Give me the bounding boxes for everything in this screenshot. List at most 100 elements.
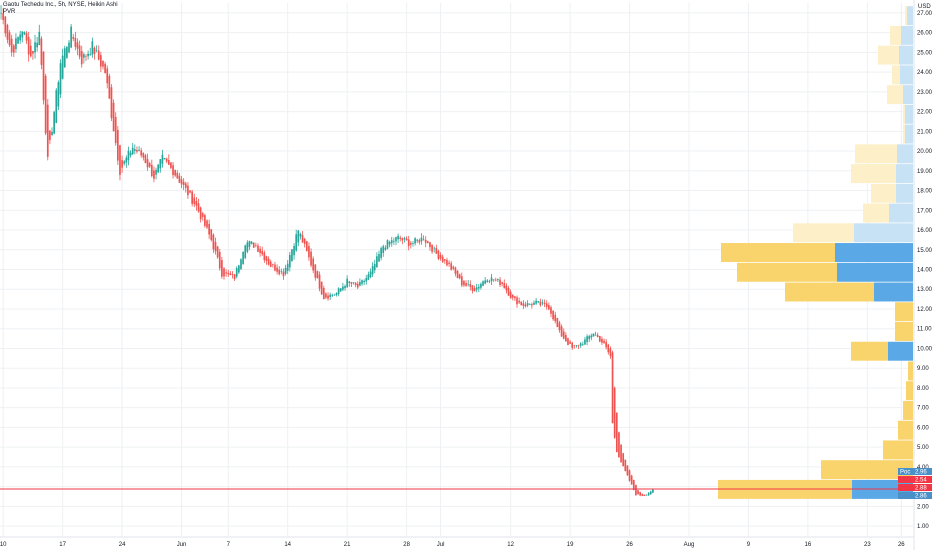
candle-body [412,243,414,244]
candle-body [91,41,94,55]
candle-body [586,336,588,342]
volume-profile-down-bar [878,45,899,65]
candle-body [32,50,34,54]
candle-body [280,271,283,272]
volume-profile-down-bar [737,262,837,282]
candle-body [350,282,353,284]
candle-body [314,264,317,278]
y-tick-label: 9.00 [917,366,929,372]
candle-body [295,234,298,251]
candle-body [15,38,17,50]
candle-body [112,102,115,132]
candle-body [562,331,565,339]
candle-body [361,280,363,284]
candle-body [441,256,444,262]
candle-body [494,279,497,281]
candle-body [371,266,374,275]
candle-body [369,271,372,278]
y-tick-label: 4.00 [917,465,929,471]
candle-body [594,334,597,336]
candle-body [509,291,512,299]
candle-body [637,490,639,495]
candle-body [497,279,499,281]
candle-body [312,258,315,271]
candle-body [208,223,210,235]
volume-profile-up-bar [896,164,913,184]
candle-body [51,131,53,136]
y-tick-label: 1.00 [917,524,929,530]
candle-body [382,246,385,253]
candle-body [244,245,247,259]
candle-body [552,310,554,320]
candle-body [216,246,219,258]
candle-body [652,489,654,493]
volume-profile-down-bar [903,124,905,144]
candle-body [227,272,230,275]
y-tick-label: 23.00 [917,90,932,96]
candle-body [588,336,591,340]
candle-body [172,165,174,176]
candle-body [276,267,278,272]
candle-body [299,233,302,237]
price-badge-low-value: 2.54 [915,478,927,484]
candle-body [584,339,586,345]
candle-body [210,229,213,241]
candle-body [426,241,429,243]
candle-body [301,235,304,243]
volume-profile-up-bar [907,6,913,26]
candle-body [206,220,208,228]
candle-body [649,491,652,495]
y-tick-label: 5.00 [917,445,929,451]
candle-body [157,164,160,173]
candle-body [325,293,327,298]
candle-body [622,453,625,467]
y-tick-label: 16.00 [917,228,932,234]
candle-body [598,335,601,342]
candle-body [142,152,145,158]
volume-profile-down-bar [785,282,874,302]
candle-body [195,200,198,206]
x-tick-label: Aug [684,542,695,548]
candle-body [223,268,225,277]
candle-body [116,130,119,161]
candle-body [231,274,234,275]
candle-body [119,145,121,175]
profile-price-badge-value: 2.86 [915,494,927,500]
candle-body [378,254,380,262]
candle-body [522,303,525,306]
y-tick-label: 8.00 [917,386,929,392]
candle-body [550,307,552,314]
candle-body [61,55,64,79]
candle-body [418,240,421,243]
poc-badge-value: 2.96 [915,470,927,476]
candle-body [70,26,72,48]
candle-body [218,251,221,269]
candle-body [339,288,342,292]
candle-body [10,38,13,53]
candle-body [57,82,60,107]
candle-body [278,269,281,275]
volume-profile-down-bar [895,302,913,322]
candle-body [643,494,646,497]
volume-profile-up-bar [900,65,913,85]
candle-body [133,149,136,151]
y-tick-label: 17.00 [917,208,932,214]
y-tick-label: 14.00 [917,268,932,274]
poc-badge-label: Poc [900,470,910,476]
candle-body [620,444,622,462]
currency-label: USD [918,4,931,10]
candle-body [450,263,453,270]
candle-body [201,213,204,217]
candle-body [454,267,457,274]
candle-body [463,280,465,286]
candle-body [76,42,79,49]
candle-body [34,42,36,53]
candle-body [255,245,257,246]
candle-body [429,242,431,248]
volume-profile-up-bar [835,243,913,262]
candle-body [100,55,102,67]
volume-profile-down-bar [855,144,897,164]
y-tick-label: 21.00 [917,129,932,135]
